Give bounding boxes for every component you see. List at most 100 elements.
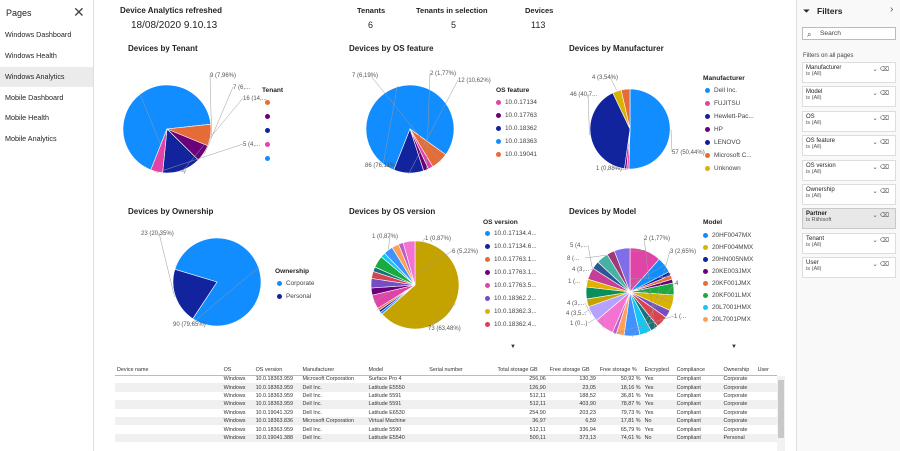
column-header[interactable]: Serial number bbox=[427, 365, 496, 376]
chart-devices-by-manufacturer[interactable]: Devices by Manufacturer 57 (50,44%) 1 (0,8… bbox=[562, 42, 792, 192]
pie-slice[interactable] bbox=[402, 240, 416, 286]
legend-item[interactable]: Unknown bbox=[705, 165, 741, 172]
chart-devices-by-os-version[interactable]: Devices by OS version 73 (63,48%) 1 (0,87%… bbox=[340, 205, 562, 350]
filter-card-os-feature[interactable]: OS feature is (All) ⌄⌫ bbox=[802, 135, 896, 157]
pie-slice[interactable] bbox=[365, 84, 455, 171]
legend-scroll-down-icon[interactable]: ▼ bbox=[510, 344, 516, 350]
column-header[interactable]: Manufacturer bbox=[300, 365, 367, 376]
filter-card-ownership[interactable]: Ownership is (All) ⌄⌫ bbox=[802, 184, 896, 205]
page-item-windows-analytics[interactable]: Windows Analytics bbox=[0, 67, 93, 87]
legend-item[interactable]: 10.0.17134.6... bbox=[485, 243, 537, 250]
eraser-icon[interactable]: ⌫ bbox=[879, 114, 891, 122]
column-header[interactable]: User bbox=[755, 365, 777, 376]
legend-item[interactable]: 20KE003JMX bbox=[703, 268, 751, 275]
scrollbar-thumb[interactable] bbox=[778, 380, 784, 438]
pie-slice[interactable] bbox=[150, 128, 168, 174]
column-header[interactable]: Encrypted bbox=[642, 365, 675, 376]
table-row[interactable]: Windows 10.0.19041.329 Dell Inc. Latitude E… bbox=[115, 409, 777, 417]
chevron-down-icon[interactable]: ⌄ bbox=[872, 236, 880, 244]
legend-item[interactable]: 10.0.17763 bbox=[496, 112, 537, 119]
table-row[interactable]: Windows 10.0.18363.959 Dell Inc. Latitude 5… bbox=[115, 392, 777, 400]
legend-item[interactable] bbox=[265, 127, 274, 134]
chevron-down-icon[interactable]: ⌄ bbox=[872, 212, 880, 220]
chevron-down-icon[interactable]: ⌄ bbox=[872, 139, 880, 147]
column-header[interactable]: Ownership bbox=[721, 365, 756, 376]
legend-item[interactable]: 10.0.19041 bbox=[496, 151, 537, 158]
legend-item[interactable]: Dell Inc. bbox=[705, 87, 737, 94]
filter-card-user[interactable]: User is (All) ⌄⌫ bbox=[802, 257, 896, 279]
legend-item[interactable]: 20L7001PMX bbox=[703, 316, 751, 323]
eraser-icon[interactable]: ⌫ bbox=[879, 212, 891, 220]
filters-search-input[interactable]: ⌕ Search bbox=[802, 27, 896, 40]
column-header[interactable]: Free storage GB bbox=[547, 365, 598, 376]
pie-slice[interactable] bbox=[620, 88, 631, 130]
filter-card-os[interactable]: OS is (All) ⌄⌫ bbox=[802, 110, 896, 132]
column-header[interactable]: OS bbox=[221, 365, 254, 376]
page-item-mobile-analytics[interactable]: Mobile Analytics bbox=[5, 134, 57, 143]
chevron-down-icon[interactable]: ⌄ bbox=[872, 163, 880, 171]
table-scrollbar[interactable] bbox=[777, 376, 785, 451]
chart-devices-by-os-feature[interactable]: Devices by OS feature 86 (76,11%) 7 (6,19%… bbox=[340, 42, 562, 192]
close-icon[interactable]: ✕ bbox=[73, 4, 85, 20]
legend-scroll-down-icon[interactable]: ▼ bbox=[731, 344, 737, 350]
legend-item[interactable]: Personal bbox=[277, 293, 311, 300]
legend-item[interactable]: 10.0.17134.4... bbox=[485, 230, 537, 237]
legend-item[interactable]: HP bbox=[705, 126, 723, 133]
chart-devices-by-model[interactable]: Devices by Model 8 (... 4 (3,5... 1 (0...) 1… bbox=[562, 205, 792, 350]
filter-card-tenant[interactable]: Tenant is (All) ⌄⌫ bbox=[802, 232, 896, 254]
page-item-windows-health[interactable]: Windows Health bbox=[5, 51, 57, 60]
column-header[interactable]: Compliance bbox=[674, 365, 722, 376]
table-row[interactable]: Windows 10.0.18363.959 Microsoft Corporati… bbox=[115, 375, 777, 383]
chart-devices-by-ownership[interactable]: Devices by Ownership 90 (79,65%) 23 (20,35… bbox=[115, 205, 337, 350]
pie-slice[interactable] bbox=[393, 128, 424, 174]
pie-slice[interactable] bbox=[381, 240, 460, 330]
column-header[interactable]: Device name bbox=[115, 365, 222, 376]
legend-item[interactable]: 10.0.18362.4... bbox=[485, 321, 537, 328]
legend-item[interactable]: 10.0.18362.2... bbox=[485, 295, 537, 302]
table-row[interactable]: Windows 10.0.19041.388 Dell Inc. Latitude E… bbox=[115, 433, 777, 443]
filter-card-model[interactable]: Model is (All) ⌄⌫ bbox=[802, 86, 896, 108]
pie-slice[interactable] bbox=[174, 237, 262, 327]
legend-item[interactable]: 10.0.18363 bbox=[496, 138, 537, 145]
chevron-down-icon[interactable]: ⌄ bbox=[872, 114, 880, 122]
chevron-down-icon[interactable]: ⌄ bbox=[872, 261, 880, 269]
table-row[interactable]: Windows 10.0.18363.959 Dell Inc. Latitude 5… bbox=[115, 400, 777, 409]
pie-slice[interactable] bbox=[628, 88, 671, 170]
legend-item[interactable]: Corporate bbox=[277, 280, 314, 287]
eraser-icon[interactable]: ⌫ bbox=[879, 66, 891, 73]
column-header[interactable]: OS version bbox=[253, 365, 301, 376]
legend-item[interactable] bbox=[265, 155, 274, 162]
chevron-right-icon[interactable]: › bbox=[890, 4, 894, 15]
column-header[interactable]: Free storage % bbox=[597, 365, 643, 376]
chevron-down-icon[interactable]: ⌄ bbox=[872, 90, 880, 98]
pie-slice[interactable] bbox=[613, 247, 631, 293]
table-row[interactable]: Windows 10.0.18363.836 Microsoft Corporati… bbox=[115, 416, 777, 426]
legend-item[interactable]: 20HF004MMX bbox=[703, 244, 753, 251]
legend-item[interactable]: 20HF0047MX bbox=[703, 232, 751, 239]
legend-item[interactable]: 10.0.18362 bbox=[496, 125, 537, 132]
legend-item[interactable]: 10.0.17134 bbox=[496, 99, 537, 106]
legend-item[interactable] bbox=[265, 99, 274, 106]
eraser-icon[interactable]: ⌫ bbox=[879, 163, 891, 171]
column-header[interactable]: Total storage GB bbox=[495, 365, 548, 376]
filter-card-os-version[interactable]: OS version is (All) ⌄⌫ bbox=[802, 159, 896, 181]
legend-item[interactable]: 20KF001JMX bbox=[703, 280, 751, 287]
legend-item[interactable]: Hewlett-Pac... bbox=[705, 113, 754, 120]
legend-item[interactable]: 10.0.17763.1... bbox=[485, 269, 537, 276]
legend-item[interactable] bbox=[265, 141, 274, 148]
legend-item[interactable]: 10.0.17763.5... bbox=[485, 282, 537, 289]
eraser-icon[interactable]: ⌫ bbox=[879, 139, 891, 147]
chart-devices-by-tenant[interactable]: Devices by Tenant76 (67,26%)9 (7,96%)7 (… bbox=[115, 42, 337, 192]
filter-card-partner[interactable]: Partner is Riihisoft ⌄⌫ bbox=[802, 208, 896, 230]
pie-slice[interactable] bbox=[172, 268, 218, 320]
chevron-down-icon[interactable]: ⌄ bbox=[872, 66, 880, 73]
legend-item[interactable] bbox=[265, 113, 274, 120]
legend-item[interactable]: Microsoft C... bbox=[705, 152, 752, 159]
legend-item[interactable]: FUJITSU bbox=[705, 100, 740, 107]
eraser-icon[interactable]: ⌫ bbox=[879, 236, 891, 244]
legend-item[interactable]: 20HN005NMX bbox=[703, 256, 753, 263]
table-row[interactable]: Windows 10.0.18363.959 Dell Inc. Latitude E… bbox=[115, 383, 777, 392]
eraser-icon[interactable]: ⌫ bbox=[879, 188, 891, 195]
page-item-mobile-health[interactable]: Mobile Health bbox=[5, 113, 49, 122]
legend-item[interactable]: 10.0.17763.1... bbox=[485, 256, 537, 263]
